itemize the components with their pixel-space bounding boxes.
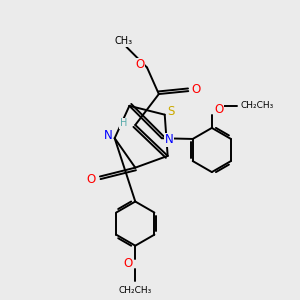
Text: CH₂CH₃: CH₂CH₃ <box>241 101 274 110</box>
Text: O: O <box>135 58 144 71</box>
Text: N: N <box>104 129 112 142</box>
Text: O: O <box>86 173 96 186</box>
Text: H: H <box>120 118 127 128</box>
Text: S: S <box>167 105 175 118</box>
Text: O: O <box>123 257 133 271</box>
Text: O: O <box>191 83 200 96</box>
Text: O: O <box>214 103 224 116</box>
Text: CH₂CH₃: CH₂CH₃ <box>119 286 152 295</box>
Text: CH₃: CH₃ <box>114 36 133 46</box>
Text: N: N <box>165 133 173 146</box>
